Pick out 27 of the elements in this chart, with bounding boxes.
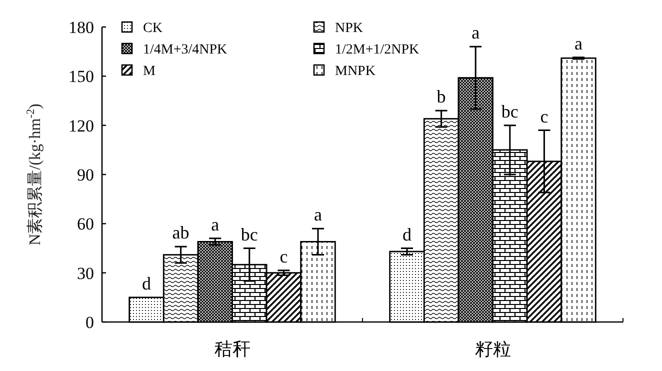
data-label: ab	[172, 222, 190, 243]
data-label: b	[436, 86, 446, 107]
data-label: bc	[240, 224, 258, 244]
legend-label: 1/4M+3/4NPK	[143, 42, 228, 58]
y-tick-label: 180	[68, 18, 94, 37]
data-label: d	[142, 273, 151, 294]
legend-label: M	[143, 64, 156, 79]
data-label: a	[211, 214, 220, 234]
data-label: a	[472, 22, 480, 43]
legend-label: NPK	[335, 21, 364, 36]
legend-label: 1/2M+1/2NPK	[335, 42, 420, 58]
data-label: a	[574, 33, 582, 54]
data-label: bc	[501, 101, 518, 122]
y-tick-label: 60	[77, 214, 94, 234]
data-label: a	[314, 204, 322, 225]
y-tick-label: 90	[77, 166, 94, 184]
x-tick-label: 籽粒	[474, 339, 511, 359]
data-label: d	[402, 224, 412, 244]
data-label: c	[540, 106, 548, 126]
y-tick-label: 150	[68, 67, 94, 86]
legend-label: CK	[143, 21, 162, 36]
x-tick-label: 秸秆	[214, 339, 250, 359]
legend-label: MNPK	[335, 64, 376, 79]
y-tick-label: 120	[68, 116, 94, 136]
data-label: c	[280, 246, 288, 266]
y-tick-label: 0	[86, 313, 94, 332]
y-tick-label: 30	[77, 264, 94, 283]
